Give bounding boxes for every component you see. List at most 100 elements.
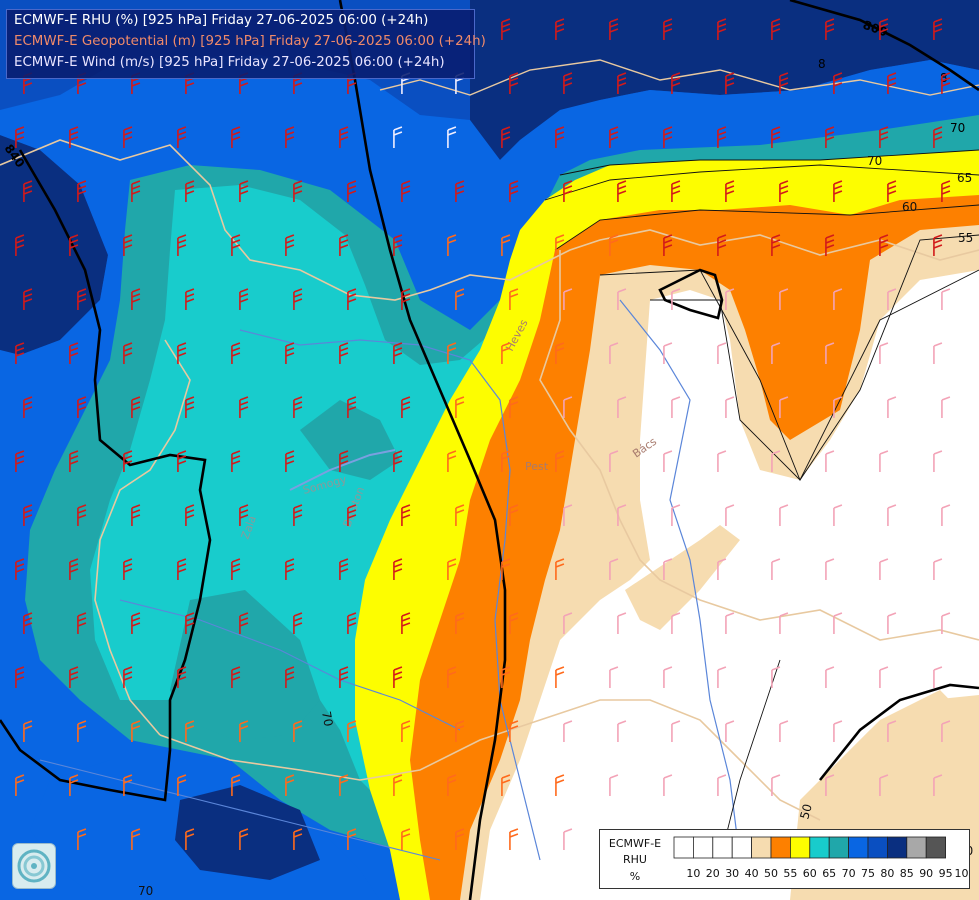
wind-barb bbox=[293, 504, 303, 526]
wind-barb bbox=[123, 234, 133, 256]
wind-barb bbox=[725, 720, 735, 742]
legend-tick: 100 bbox=[955, 867, 969, 880]
wind-barb bbox=[401, 828, 411, 850]
wind-barb bbox=[825, 774, 835, 796]
wind-barb bbox=[401, 612, 411, 634]
rhu-band-navy-topright bbox=[470, 0, 979, 160]
wind-barb bbox=[339, 774, 349, 796]
wind-barb bbox=[393, 450, 403, 472]
wind-barb bbox=[231, 666, 241, 688]
legend-swatch bbox=[906, 836, 927, 859]
wind-barb bbox=[455, 504, 465, 526]
legend-swatch bbox=[925, 836, 946, 859]
title-geopotential: ECMWF-E Geopotential (m) [925 hPa] Frida… bbox=[14, 34, 486, 49]
wind-barb bbox=[617, 396, 627, 418]
label-rhu-65: 65 bbox=[957, 171, 972, 185]
wind-barb bbox=[447, 558, 457, 580]
wind-barb bbox=[177, 558, 187, 580]
title-rhu: ECMWF-E RHU (%) [925 hPa] Friday 27-06-2… bbox=[14, 13, 429, 28]
wind-barb bbox=[455, 288, 465, 310]
geopotential-contour-840-center bbox=[338, 0, 507, 900]
geopotential-contour-800 bbox=[789, 0, 979, 92]
wind-barb bbox=[933, 450, 943, 472]
wind-barb bbox=[15, 234, 25, 256]
wind-barb bbox=[293, 288, 303, 310]
legend-colorbar: 10 20 30 40 50 55 60 65 70 75 80 85 90 95100 bbox=[673, 836, 969, 880]
wind-barb bbox=[339, 234, 349, 256]
wind-barb bbox=[185, 828, 195, 850]
wind-barb bbox=[293, 612, 303, 634]
wind-barb bbox=[239, 720, 249, 742]
label-8-b: 8 bbox=[940, 71, 948, 85]
wind-barb bbox=[401, 396, 411, 418]
country-border-south bbox=[159, 699, 821, 821]
wind-barb bbox=[293, 180, 303, 202]
wind-barb bbox=[609, 126, 619, 148]
wind-barb bbox=[617, 288, 627, 310]
wind-barb bbox=[23, 396, 33, 418]
wind-barb bbox=[231, 558, 241, 580]
wind-barb bbox=[555, 18, 565, 40]
wind-barb bbox=[501, 126, 511, 148]
wind-barb bbox=[293, 720, 303, 742]
wind-barb bbox=[285, 450, 295, 472]
wind-barb bbox=[887, 396, 897, 418]
wind-barb bbox=[339, 450, 349, 472]
rhu-contour-layer bbox=[544, 149, 979, 861]
wind-barb bbox=[393, 234, 403, 256]
wind-barb bbox=[825, 126, 835, 148]
wind-barb bbox=[131, 288, 141, 310]
legend-swatch bbox=[692, 836, 714, 859]
wind-barb bbox=[393, 666, 403, 688]
wind-barb bbox=[239, 828, 249, 850]
wind-barb bbox=[239, 504, 249, 526]
wind-barb bbox=[455, 612, 465, 634]
legend-swatch bbox=[673, 836, 694, 859]
wind-barb bbox=[177, 450, 187, 472]
wind-barb bbox=[609, 234, 619, 256]
wind-barb bbox=[401, 504, 411, 526]
legend-tick: 60 bbox=[803, 867, 817, 880]
wind-barb bbox=[617, 72, 627, 94]
wind-barb bbox=[555, 342, 565, 364]
wind-barb bbox=[555, 666, 565, 688]
legend-tick: 75 bbox=[861, 867, 875, 880]
wind-barb bbox=[177, 666, 187, 688]
label-rhu-70: 70 bbox=[867, 154, 882, 168]
wind-barb bbox=[131, 504, 141, 526]
wind-barb bbox=[725, 504, 735, 526]
label-rhu-70-west: 70 bbox=[319, 710, 335, 727]
wind-barb bbox=[671, 612, 681, 634]
wind-barb bbox=[555, 126, 565, 148]
wind-barb bbox=[177, 774, 187, 796]
wind-barb bbox=[501, 558, 511, 580]
wind-barb bbox=[833, 288, 843, 310]
wind-barb bbox=[941, 504, 951, 526]
wind-barb bbox=[293, 828, 303, 850]
wind-barb bbox=[887, 288, 897, 310]
wind-barb bbox=[447, 126, 457, 148]
wind-barb bbox=[23, 504, 33, 526]
wind-barb bbox=[347, 828, 357, 850]
wind-barb bbox=[123, 450, 133, 472]
wind-barb bbox=[239, 180, 249, 202]
place-pest: Pest bbox=[525, 460, 549, 473]
wind-barb bbox=[15, 558, 25, 580]
wind-barb bbox=[617, 720, 627, 742]
wind-barb bbox=[825, 558, 835, 580]
wind-barb bbox=[609, 558, 619, 580]
wind-barb bbox=[15, 666, 25, 688]
wind-barb bbox=[717, 342, 727, 364]
wind-barb bbox=[771, 450, 781, 472]
wind-barb bbox=[671, 396, 681, 418]
wind-barb bbox=[285, 126, 295, 148]
wind-barb bbox=[177, 342, 187, 364]
legend-tick: 65 bbox=[822, 867, 836, 880]
legend-tick: 80 bbox=[880, 867, 894, 880]
wind-barb bbox=[717, 234, 727, 256]
legend-unit: % bbox=[629, 870, 641, 883]
wind-barb bbox=[23, 612, 33, 634]
wind-barb bbox=[77, 288, 87, 310]
rhu-contour-60 bbox=[554, 204, 979, 251]
wind-barb bbox=[23, 180, 33, 202]
